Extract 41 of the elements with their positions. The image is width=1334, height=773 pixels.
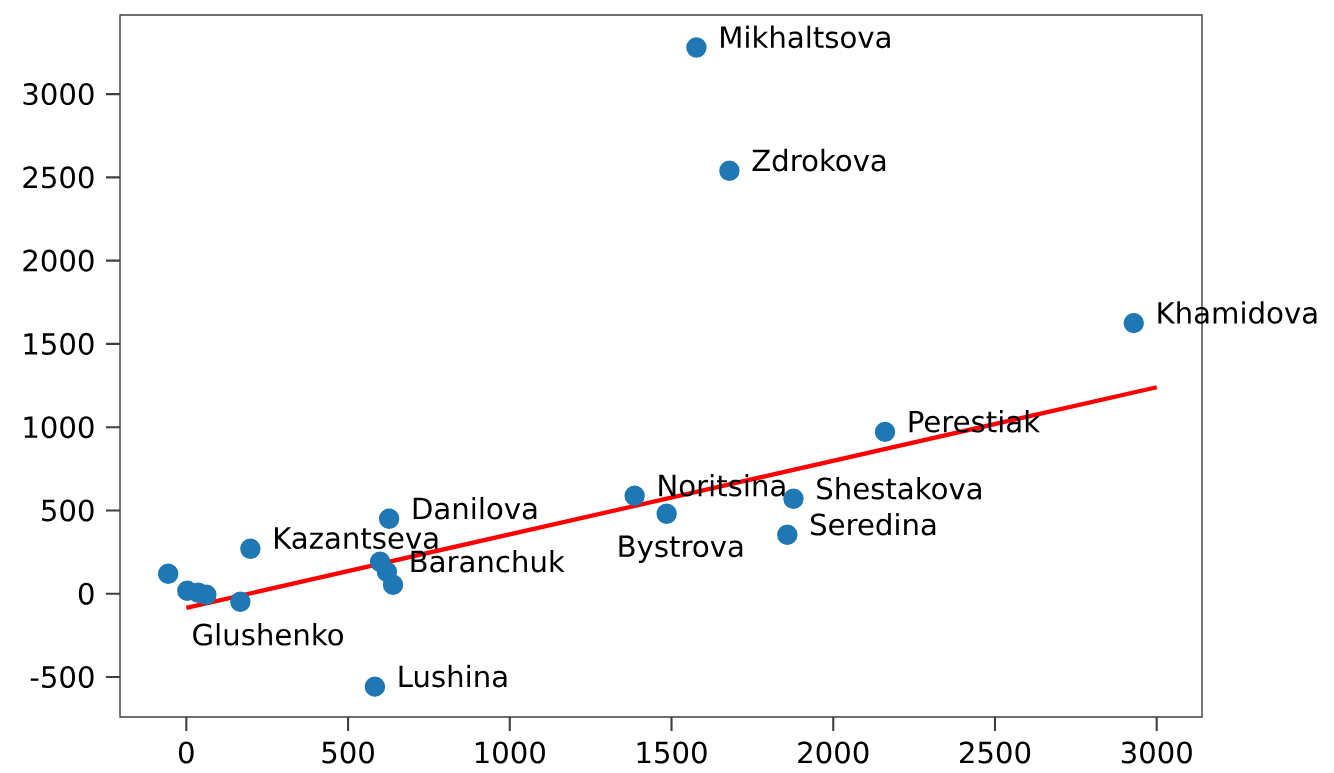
y-tick-label: 1500 <box>24 332 94 355</box>
x-tick-label: 500 <box>322 741 374 764</box>
annotation: Kazantseva <box>275 527 438 549</box>
point <box>382 574 404 595</box>
point <box>230 591 251 612</box>
annotation: Khamidova <box>1158 301 1317 324</box>
point <box>378 508 400 529</box>
x-tick-label: 2000 <box>798 741 869 764</box>
annotation: Bystrova <box>619 535 743 563</box>
point <box>686 37 707 58</box>
y-tick-label: 2500 <box>23 166 94 189</box>
point <box>783 488 804 509</box>
y-tick-label: 3000 <box>23 82 94 105</box>
annotation: Shestakova <box>817 476 981 500</box>
x-tick-label: 2500 <box>960 741 1031 764</box>
annotation: Glushenko <box>193 622 343 646</box>
annotation: Zdrokova <box>752 148 886 172</box>
y-tick-label: 1000 <box>24 416 94 439</box>
point <box>196 584 217 605</box>
y-tick-label: -500 <box>30 665 94 688</box>
annotation: Mikhaltsova <box>721 25 890 49</box>
point <box>656 503 677 524</box>
y-tick-label: 500 <box>42 499 94 522</box>
point <box>874 421 896 442</box>
point <box>1123 312 1144 334</box>
annotation: Baranchuk <box>411 549 565 573</box>
annotation: Seredina <box>811 512 936 536</box>
annotation: Danilova <box>413 496 537 520</box>
point <box>364 676 386 697</box>
x-tick-label: 3000 <box>1121 741 1192 764</box>
point <box>624 485 645 506</box>
point <box>777 524 798 545</box>
point <box>240 538 261 559</box>
y-tick-label: 0 <box>78 582 94 605</box>
y-tick-label: 2000 <box>23 249 94 272</box>
x-tick-label: 1000 <box>475 741 545 764</box>
point <box>158 563 179 584</box>
x-tick-label: 1500 <box>637 741 707 764</box>
x-tick-label: 0 <box>178 741 194 764</box>
point <box>719 160 740 181</box>
annotation: Lushina <box>399 664 507 688</box>
